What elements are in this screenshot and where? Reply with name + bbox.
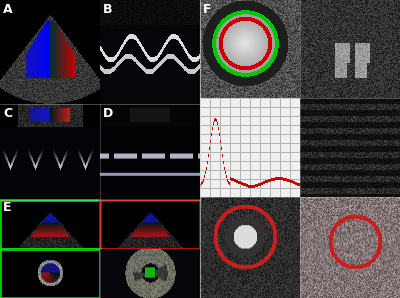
Text: C: C <box>3 107 12 120</box>
Text: B: B <box>103 3 112 16</box>
Text: F: F <box>203 3 212 16</box>
Text: E: E <box>3 201 12 214</box>
Text: D: D <box>103 107 113 120</box>
Text: A: A <box>3 3 13 16</box>
